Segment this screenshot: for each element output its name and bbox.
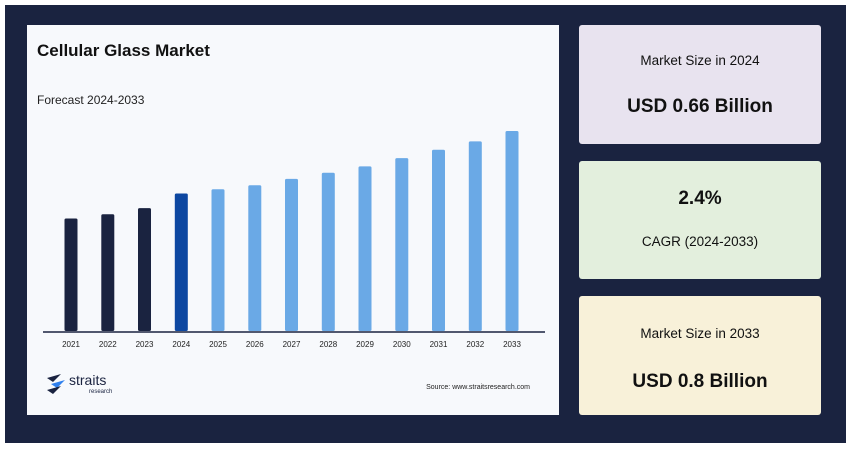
tick-label-2030: 2030 <box>393 340 411 349</box>
cagr-card: 2.4% CAGR (2024-2033) <box>579 161 821 279</box>
tick-label-2021: 2021 <box>62 340 80 349</box>
tick-label-2033: 2033 <box>503 340 521 349</box>
bar-2031 <box>432 149 445 332</box>
straits-logo: straits research <box>47 372 137 400</box>
cagr-value: 2.4% <box>678 188 722 209</box>
tick-label-2027: 2027 <box>283 340 301 349</box>
bar-2022 <box>101 214 115 331</box>
tick-label-2028: 2028 <box>319 340 337 349</box>
logo-wordmark: straits <box>69 372 107 388</box>
tick-label-2032: 2032 <box>466 340 484 349</box>
tick-label-2022: 2022 <box>99 340 117 349</box>
market-size-2033-label: Market Size in 2033 <box>640 326 760 341</box>
tick-label-2026: 2026 <box>246 340 264 349</box>
source-note: Source: www.straitsresearch.com <box>426 384 530 391</box>
market-size-2033-value: USD 0.8 Billion <box>632 371 768 392</box>
bar-2028 <box>321 172 335 331</box>
tick-label-2029: 2029 <box>356 340 374 349</box>
market-size-2024-label: Market Size in 2024 <box>640 53 760 68</box>
bar-2032 <box>468 141 482 331</box>
bar-2023 <box>138 208 151 331</box>
bar-chart: 2021 2022 2023 2024 2025 2026 2027 2028 2029 2030… <box>43 131 545 349</box>
straits-logo-icon <box>47 374 65 394</box>
market-size-2024-value: USD 0.66 Billion <box>627 96 773 117</box>
bar-2024 <box>174 193 188 331</box>
tick-label-2031: 2031 <box>430 340 448 349</box>
bar-2030 <box>395 158 409 331</box>
bar-2026 <box>248 185 262 331</box>
bar-2027 <box>285 178 298 331</box>
tick-label-2025: 2025 <box>209 340 227 349</box>
bar-2029 <box>358 166 372 331</box>
tick-label-2024: 2024 <box>172 340 190 349</box>
chart-subtitle: Forecast 2024-2033 <box>37 93 145 107</box>
bar-2021 <box>64 218 78 331</box>
logo-subtext: research <box>89 389 113 395</box>
bar-2025 <box>211 189 225 331</box>
chart-panel: Cellular Glass Market Forecast 2024-2033… <box>27 25 559 415</box>
market-size-2033-card: Market Size in 2033 USD 0.8 Billion <box>579 296 821 415</box>
cagr-label: CAGR (2024-2033) <box>641 234 759 249</box>
tick-label-2023: 2023 <box>136 340 154 349</box>
bar-2033 <box>505 131 519 331</box>
chart-title: Cellular Glass Market <box>37 41 210 60</box>
market-size-2024-card: Market Size in 2024 USD 0.66 Billion <box>579 25 821 144</box>
